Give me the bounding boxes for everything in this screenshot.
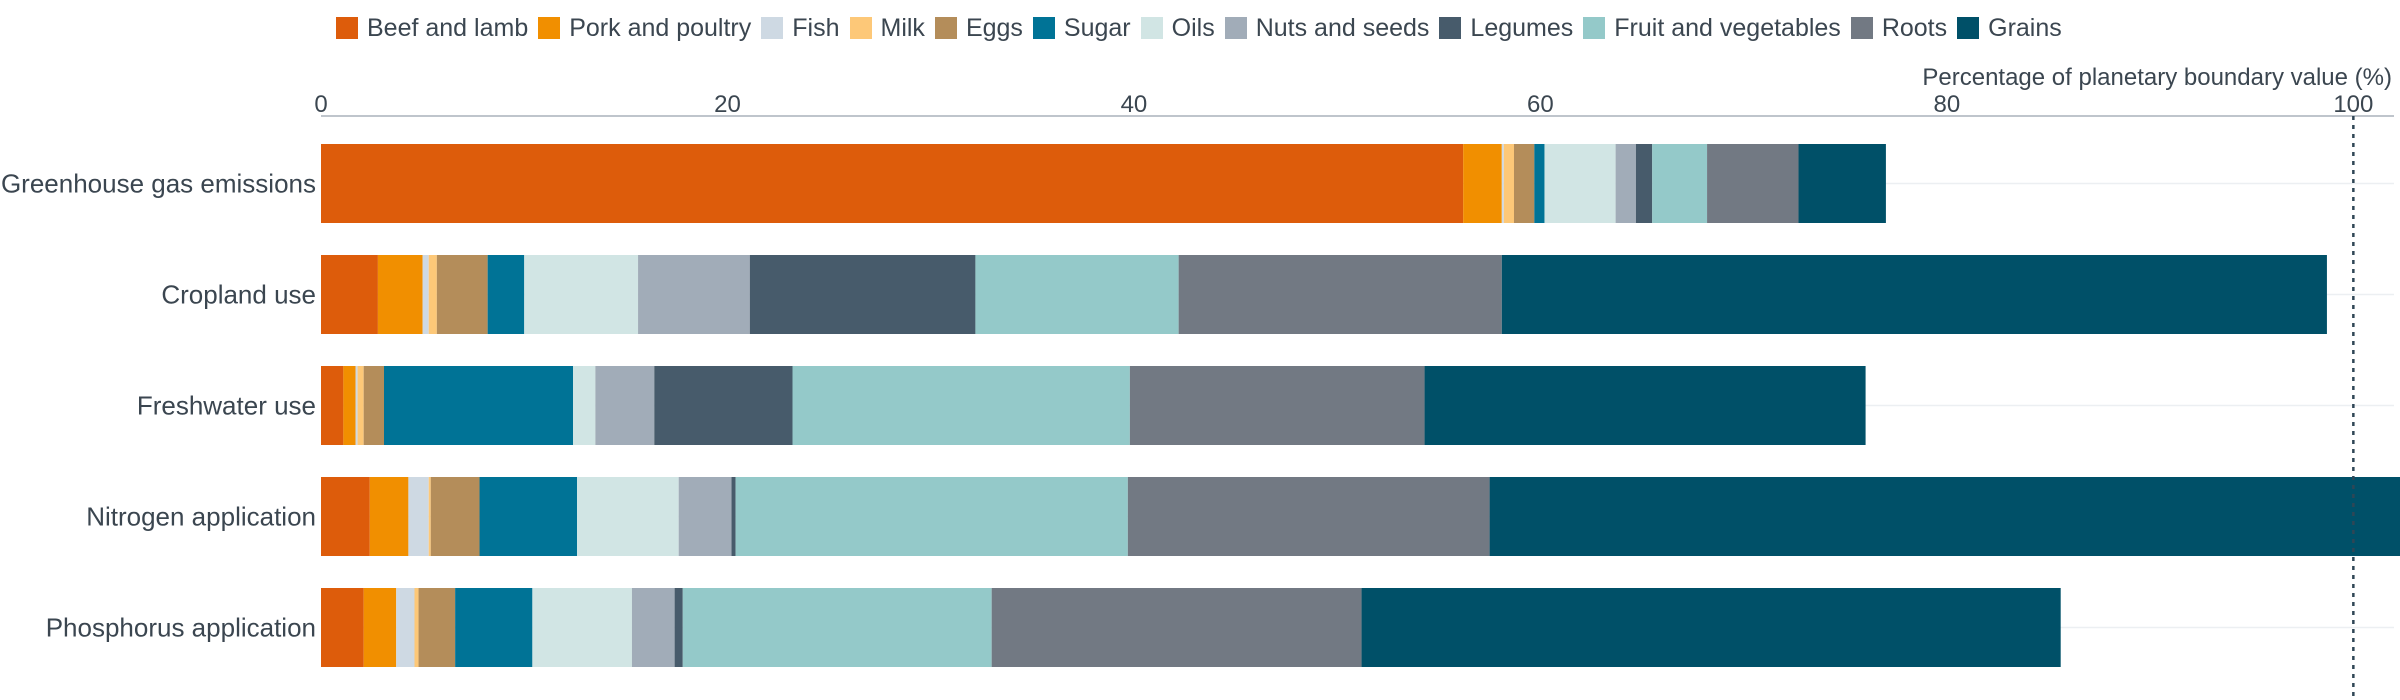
category-label: Phosphorus application xyxy=(46,613,316,643)
bar-freshwater-use-grains xyxy=(1425,366,1866,445)
bar-greenhouse-gas-emissions-fish xyxy=(1502,144,1504,223)
bar-freshwater-use-fish xyxy=(356,366,358,445)
bar-phosphorus-application-nuts-and-seeds xyxy=(632,588,675,667)
bar-cropland-use-fish xyxy=(423,255,429,334)
bar-phosphorus-application-fruit-and-vegetables xyxy=(683,588,992,667)
bar-nitrogen-application-eggs xyxy=(431,477,480,556)
bar-greenhouse-gas-emissions-nuts-and-seeds xyxy=(1616,144,1636,223)
bar-cropland-use-milk xyxy=(429,255,437,334)
x-tick-label: 100 xyxy=(2333,91,2373,118)
bar-greenhouse-gas-emissions-milk xyxy=(1504,144,1514,223)
bar-freshwater-use-beef-and-lamb xyxy=(321,366,343,445)
bar-nitrogen-application-legumes xyxy=(732,477,736,556)
bar-phosphorus-application-fish xyxy=(396,588,414,667)
bar-greenhouse-gas-emissions-legumes xyxy=(1636,144,1652,223)
bar-freshwater-use-eggs xyxy=(364,366,384,445)
bar-phosphorus-application-legumes xyxy=(675,588,683,667)
bar-freshwater-use-oils xyxy=(573,366,595,445)
bar-freshwater-use-nuts-and-seeds xyxy=(595,366,654,445)
bar-nitrogen-application-sugar xyxy=(480,477,578,556)
bar-phosphorus-application-eggs xyxy=(419,588,456,667)
bar-cropland-use-eggs xyxy=(437,255,488,334)
bar-greenhouse-gas-emissions-roots xyxy=(1707,144,1798,223)
bar-freshwater-use-roots xyxy=(1130,366,1425,445)
category-label: Freshwater use xyxy=(137,391,316,421)
bar-greenhouse-gas-emissions-oils xyxy=(1544,144,1615,223)
bar-phosphorus-application-oils xyxy=(532,588,632,667)
x-tick-label: 20 xyxy=(714,91,741,118)
bar-phosphorus-application-pork-and-poultry xyxy=(364,588,397,667)
category-label: Cropland use xyxy=(161,280,316,310)
x-tick-label: 40 xyxy=(1121,91,1148,118)
bar-phosphorus-application-grains xyxy=(1362,588,2061,667)
bar-freshwater-use-legumes xyxy=(654,366,792,445)
bar-nitrogen-application-nuts-and-seeds xyxy=(679,477,732,556)
bar-phosphorus-application-beef-and-lamb xyxy=(321,588,364,667)
bar-cropland-use-fruit-and-vegetables xyxy=(975,255,1178,334)
bar-phosphorus-application-roots xyxy=(992,588,1362,667)
bar-phosphorus-application-sugar xyxy=(455,588,532,667)
bar-nitrogen-application-fish xyxy=(408,477,428,556)
category-label: Nitrogen application xyxy=(86,502,316,532)
bar-cropland-use-beef-and-lamb xyxy=(321,255,378,334)
bar-cropland-use-oils xyxy=(524,255,638,334)
bar-greenhouse-gas-emissions-sugar xyxy=(1534,144,1544,223)
bar-greenhouse-gas-emissions-eggs xyxy=(1514,144,1534,223)
bar-cropland-use-legumes xyxy=(750,255,976,334)
x-tick-label: 60 xyxy=(1527,91,1554,118)
bar-freshwater-use-fruit-and-vegetables xyxy=(793,366,1130,445)
y-axis: Greenhouse gas emissions Cropland use Fres… xyxy=(1,169,316,643)
bar-freshwater-use-sugar xyxy=(384,366,573,445)
x-tick-label: 80 xyxy=(1934,91,1961,118)
bar-greenhouse-gas-emissions-beef-and-lamb xyxy=(321,144,1463,223)
bar-nitrogen-application-beef-and-lamb xyxy=(321,477,370,556)
x-tick-label: 0 xyxy=(314,91,327,118)
bar-freshwater-use-milk xyxy=(358,366,364,445)
bar-greenhouse-gas-emissions-grains xyxy=(1799,144,1886,223)
bar-greenhouse-gas-emissions-fruit-and-vegetables xyxy=(1652,144,1707,223)
bar-cropland-use-grains xyxy=(1502,255,2327,334)
bar-greenhouse-gas-emissions-pork-and-poultry xyxy=(1463,144,1502,223)
bar-phosphorus-application-milk xyxy=(414,588,418,667)
bar-freshwater-use-pork-and-poultry xyxy=(343,366,355,445)
bar-nitrogen-application-oils xyxy=(577,477,679,556)
x-axis-title: Percentage of planetary boundary value (… xyxy=(1922,64,2392,91)
bar-cropland-use-pork-and-poultry xyxy=(378,255,423,334)
bar-nitrogen-application-milk xyxy=(429,477,431,556)
bar-cropland-use-sugar xyxy=(488,255,525,334)
bar-nitrogen-application-grains xyxy=(1490,477,2400,556)
bar-nitrogen-application-fruit-and-vegetables xyxy=(736,477,1128,556)
x-axis: Percentage of planetary boundary value (… xyxy=(314,64,2394,118)
bar-nitrogen-application-pork-and-poultry xyxy=(370,477,409,556)
category-label: Greenhouse gas emissions xyxy=(1,169,316,199)
bar-cropland-use-nuts-and-seeds xyxy=(638,255,750,334)
bar-cropland-use-roots xyxy=(1179,255,1502,334)
bar-nitrogen-application-roots xyxy=(1128,477,1490,556)
